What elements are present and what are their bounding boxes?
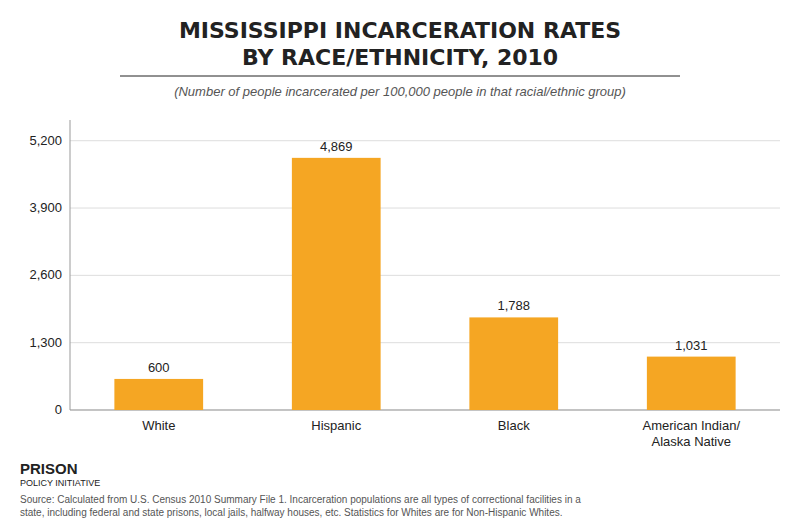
background	[0, 0, 800, 526]
x-tick-label: Hispanic	[311, 418, 361, 433]
text-line: MISSISSIPPI INCARCERATION RATES	[179, 18, 621, 43]
data-label: 1,031	[675, 338, 708, 353]
x-tick-labels: White Hispanic Black American Indian/Alaska…	[142, 418, 740, 449]
grid-line	[70, 342, 780, 343]
text-line: Source: Calculated from U.S. Census 2010…	[20, 494, 581, 505]
y-tick-label: 2,600	[29, 267, 62, 282]
subtitle: (Number of people incarcerated per 100,0…	[174, 84, 626, 99]
grid-line	[70, 208, 780, 209]
bars	[114, 158, 735, 410]
data-label: 4,869	[320, 139, 353, 154]
data-label: 600	[148, 360, 170, 375]
data-label: 1,788	[497, 298, 530, 313]
logo-bottom: POLICY INITIATIVE	[20, 478, 100, 488]
data-labels: 600 4,869 1,788 1,031	[148, 139, 708, 375]
y-tick-label: 0	[55, 402, 62, 417]
y-tick-label: 3,900	[29, 200, 62, 215]
text-line: White	[142, 418, 175, 433]
text-line: Hispanic	[311, 418, 361, 433]
bar	[469, 317, 558, 410]
x-tick-label: White	[142, 418, 175, 433]
title: MISSISSIPPI INCARCERATION RATESBY RACE/E…	[179, 18, 621, 70]
text-line: Alaska Native	[652, 434, 731, 449]
logo-top: PRISON	[20, 460, 78, 477]
y-axis-line	[70, 120, 71, 410]
x-tick-label: Black	[498, 418, 530, 433]
bar	[292, 158, 381, 410]
title-rule	[120, 76, 680, 77]
text-line: state, including federal and state priso…	[20, 507, 562, 518]
bar	[647, 357, 736, 410]
chart: MISSISSIPPI INCARCERATION RATESBY RACE/E…	[0, 0, 800, 526]
source-note: Source: Calculated from U.S. Census 2010…	[20, 494, 581, 518]
grid	[70, 141, 780, 410]
text-line: Black	[498, 418, 530, 433]
text-line: BY RACE/ETHNICITY, 2010	[242, 45, 558, 70]
x-tick-label: American Indian/Alaska Native	[642, 418, 740, 449]
text-line: American Indian/	[642, 418, 740, 433]
y-tick-label: 5,200	[29, 133, 62, 148]
y-tick-labels: 0 1,300 2,600 3,900 5,200	[29, 133, 62, 417]
grid-line	[70, 140, 780, 141]
bar	[114, 379, 203, 410]
grid-line	[70, 275, 780, 276]
y-tick-label: 1,300	[29, 335, 62, 350]
